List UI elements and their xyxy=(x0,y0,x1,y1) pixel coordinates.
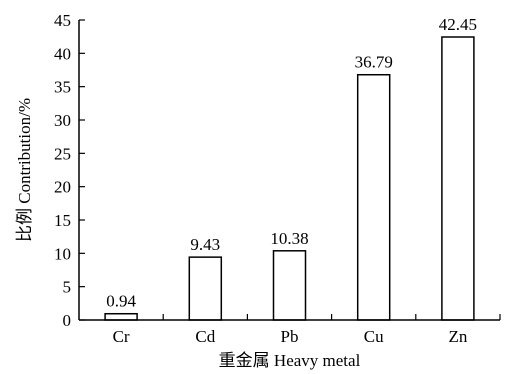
x-tick-label: Zn xyxy=(448,327,467,346)
bar-pb xyxy=(272,250,307,321)
y-tick-label: 5 xyxy=(63,278,72,297)
bar-cr xyxy=(104,312,138,321)
y-axis-title: 比例 Contribution/% xyxy=(15,98,34,242)
y-tick-label: 40 xyxy=(54,44,71,63)
x-axis-title: 重金属 Heavy metal xyxy=(219,351,361,370)
x-ticks: Cr Cd Pb Cu Zn xyxy=(113,314,501,346)
y-tick-label: 20 xyxy=(54,178,71,197)
y-tick-label: 10 xyxy=(54,244,71,263)
y-tick-label: 45 xyxy=(54,11,71,30)
x-tick-label: Cr xyxy=(113,327,130,346)
bar-cd xyxy=(188,256,223,321)
bars-layer xyxy=(104,36,475,321)
data-label-cu: 36.79 xyxy=(355,53,393,72)
y-tick-label: 0 xyxy=(63,311,72,330)
data-label-pb: 10.38 xyxy=(270,229,308,248)
y-tick-label: 15 xyxy=(54,211,71,230)
x-tick-label: Cu xyxy=(364,327,384,346)
bar-cu xyxy=(356,73,391,321)
data-label-cd: 9.43 xyxy=(190,235,220,254)
data-label-cr: 0.94 xyxy=(106,292,136,311)
bar-zn xyxy=(441,36,475,321)
y-tick-label: 30 xyxy=(54,111,71,130)
y-ticks: 0 5 10 15 20 25 30 35 40 45 xyxy=(54,11,85,330)
y-tick-label: 35 xyxy=(54,78,71,97)
data-labels: 0.94 9.43 10.38 36.79 42.45 xyxy=(106,15,477,311)
x-tick-label: Cd xyxy=(195,327,215,346)
y-tick-label: 25 xyxy=(54,144,71,163)
x-tick-label: Pb xyxy=(281,327,299,346)
data-label-zn: 42.45 xyxy=(439,15,477,34)
